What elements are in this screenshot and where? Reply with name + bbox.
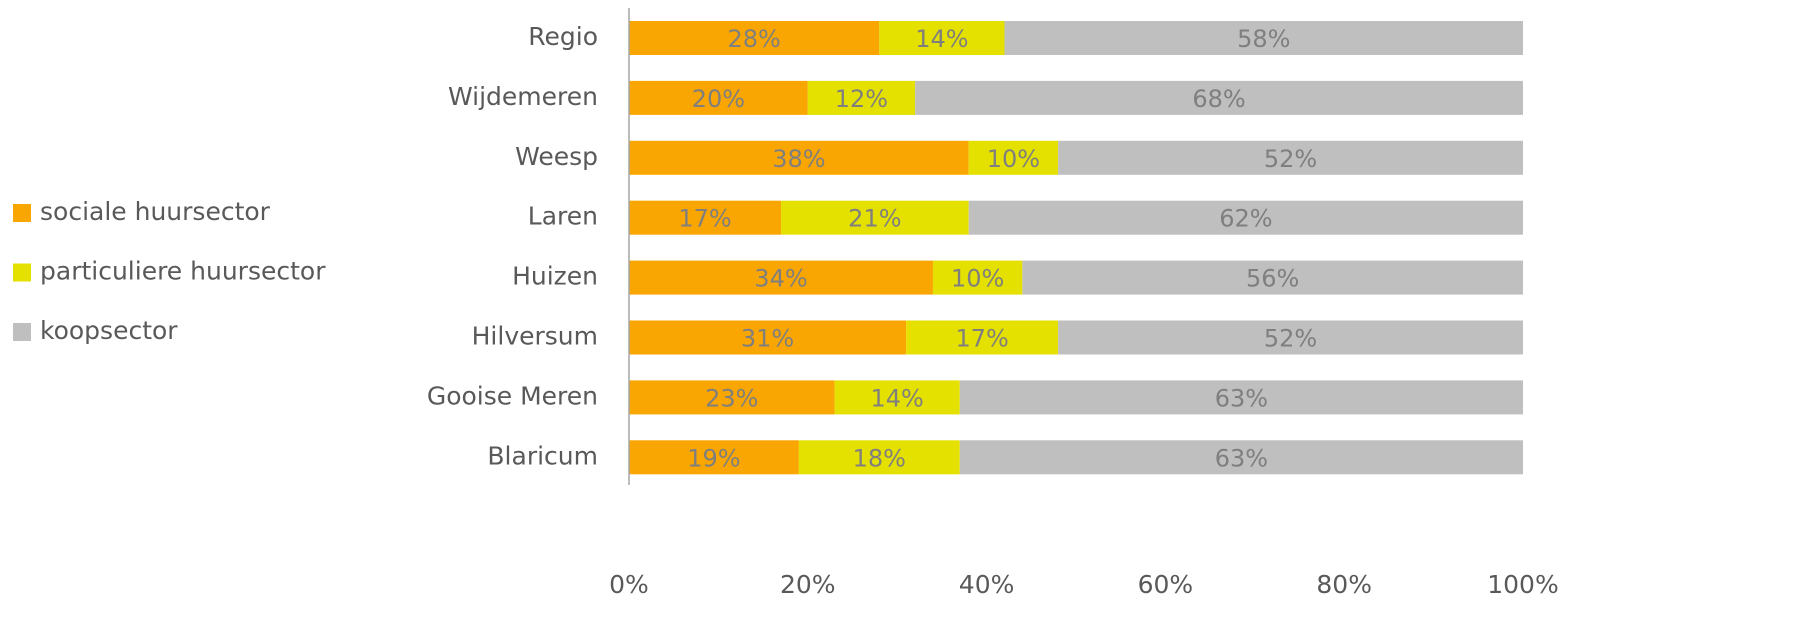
legend-label: koopsector [40, 316, 178, 345]
bar-segment [629, 140, 969, 175]
bar-segment [629, 260, 933, 295]
bar-segment [959, 380, 1523, 415]
bar-segment [807, 80, 916, 115]
data-label: 19% [687, 444, 740, 472]
bar-segment [629, 21, 880, 55]
bar-segment [629, 440, 799, 475]
bar-segment [915, 80, 1523, 115]
bar-segment [906, 320, 1059, 355]
bar-segment [629, 200, 781, 235]
data-label: 28% [727, 25, 780, 53]
bar-segment [834, 380, 960, 415]
bar-segment [959, 440, 1523, 475]
bar-segment [932, 260, 1023, 295]
y-tick-label: Wijdemeren [448, 82, 598, 111]
bar-segment [1058, 140, 1523, 175]
data-label: 34% [754, 265, 807, 293]
data-label: 17% [955, 325, 1008, 353]
data-label: 14% [915, 25, 968, 53]
data-label: 63% [1215, 384, 1268, 412]
bar-segment [968, 200, 1523, 235]
bar-segment [780, 200, 969, 235]
legend-swatch [13, 323, 31, 341]
data-label: 63% [1215, 444, 1268, 472]
data-label: 58% [1237, 25, 1290, 53]
legend-label: sociale huursector [40, 197, 271, 226]
data-label: 31% [741, 325, 794, 353]
y-tick-label: Gooise Meren [427, 381, 598, 410]
y-tick-label: Weesp [515, 142, 598, 171]
y-tick-label: Hilversum [472, 322, 598, 351]
data-label: 12% [835, 85, 888, 113]
bar-segment [1004, 21, 1523, 55]
bar-segment [798, 440, 960, 475]
y-tick-label: Regio [528, 22, 598, 51]
x-tick-label: 100% [1487, 570, 1558, 599]
y-tick-label: Laren [528, 202, 598, 231]
x-tick-label: 60% [1138, 570, 1194, 599]
bar-segment [629, 320, 907, 355]
y-tick-label: Huizen [512, 262, 598, 291]
data-label: 17% [678, 205, 731, 233]
data-label: 21% [848, 205, 901, 233]
bar-segment [968, 140, 1059, 175]
data-label: 14% [871, 384, 924, 412]
data-label: 62% [1219, 205, 1272, 233]
x-tick-label: 40% [959, 570, 1015, 599]
x-tick-label: 80% [1316, 570, 1372, 599]
bar-segment [629, 380, 835, 415]
x-tick-label: 0% [609, 570, 649, 599]
bar-segment [1022, 260, 1523, 295]
x-tick-label: 20% [780, 570, 836, 599]
data-label: 23% [705, 384, 758, 412]
data-label: 56% [1246, 265, 1299, 293]
bar-segment [1058, 320, 1523, 355]
bar-segment [629, 80, 808, 115]
data-label: 38% [772, 145, 825, 173]
data-label: 10% [987, 145, 1040, 173]
legend-label: particuliere huursector [40, 257, 326, 286]
data-label: 52% [1264, 145, 1317, 173]
bar-segment [879, 21, 1005, 55]
legend-swatch [13, 263, 31, 282]
data-label: 52% [1264, 325, 1317, 353]
data-label: 18% [853, 444, 906, 472]
y-tick-label: Blaricum [487, 441, 598, 470]
legend-swatch [13, 204, 31, 222]
data-label: 10% [951, 265, 1004, 293]
data-label: 20% [692, 85, 745, 113]
data-label: 68% [1192, 85, 1245, 113]
